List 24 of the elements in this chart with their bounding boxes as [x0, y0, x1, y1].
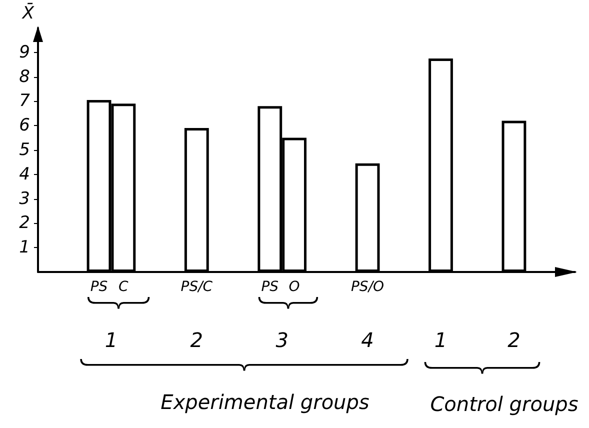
text: 4: [361, 328, 374, 352]
y-tick-label: 9: [19, 42, 30, 62]
y-axis-title: X̄: [21, 2, 34, 24]
y-tick-label: 7: [19, 91, 30, 112]
y-tick-label: 5: [19, 140, 30, 160]
y-tick-label: 4: [19, 164, 30, 184]
text: 2: [190, 328, 204, 352]
text: 1: [104, 328, 118, 352]
text: Control groups: [430, 392, 578, 416]
x-tick-label: PS: [261, 279, 279, 295]
y-tick-label: 6: [19, 116, 30, 136]
text: 2: [508, 328, 520, 352]
x-tick-label: PS: [90, 279, 108, 295]
y-tick-label: 3: [19, 188, 30, 209]
x-tick-label: PS/O: [350, 279, 384, 295]
x-tick-label: C: [118, 279, 129, 295]
text: Experimental groups: [160, 390, 370, 414]
x-tick-label: O: [288, 279, 300, 295]
y-tick-label: 8: [19, 66, 30, 87]
text: 3: [276, 328, 288, 352]
x-tick-label: PS/C: [180, 279, 213, 295]
text: 1: [434, 328, 448, 352]
y-tick-label: 2: [19, 213, 30, 234]
y-tick-label: 1: [19, 238, 30, 258]
